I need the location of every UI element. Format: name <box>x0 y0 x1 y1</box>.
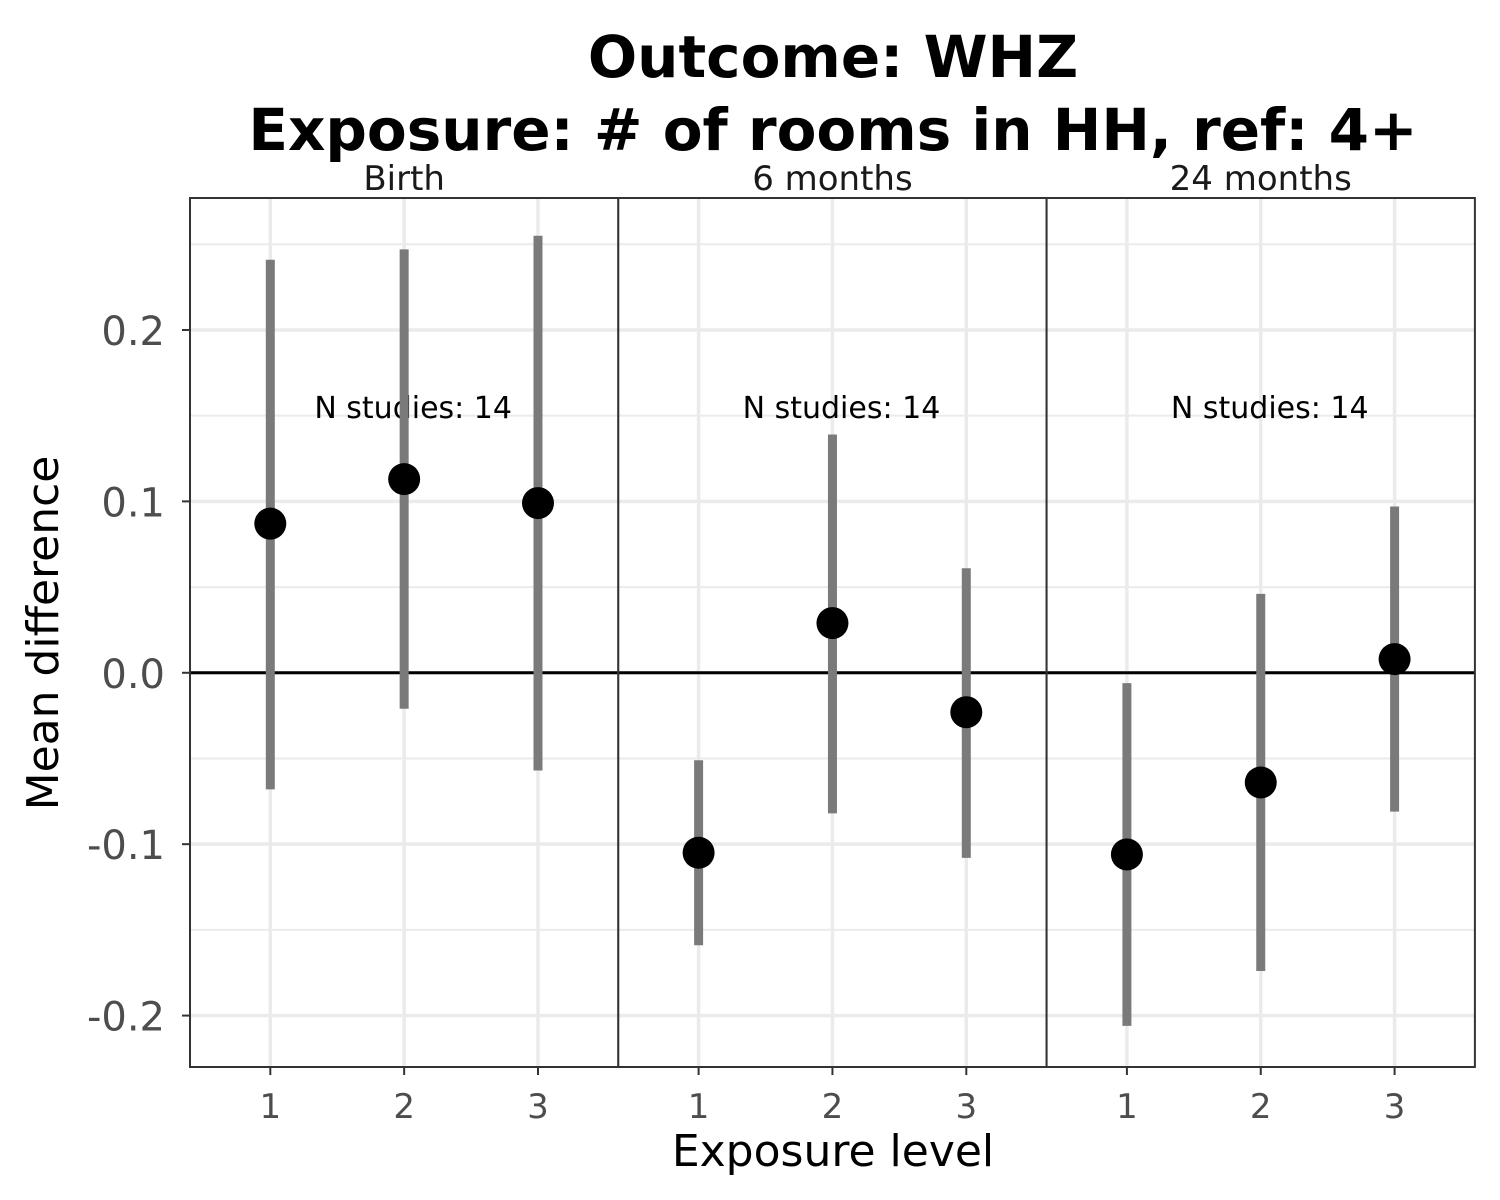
x-tick-label: 2 <box>1250 1087 1272 1127</box>
y-axis-title: Mean difference <box>18 456 69 811</box>
point-estimate-level-2 <box>816 607 849 640</box>
y-tick-label: -0.1 <box>87 823 165 869</box>
x-tick-label: 3 <box>527 1087 549 1127</box>
y-axis: -0.2 -0.1 0.0 0.1 0.2 <box>87 309 190 1041</box>
x-axis-title: Exposure level <box>672 1126 994 1177</box>
x-tick-label: 2 <box>822 1087 844 1127</box>
facet-panel-3: N studies: 14 24 months 1 2 3 <box>1045 159 1476 1127</box>
n-studies-annotation: N studies: 14 <box>743 391 941 426</box>
x-tick-label: 3 <box>1384 1087 1406 1127</box>
facet-strip-label: 24 months <box>1170 159 1352 199</box>
point-estimate-level-3 <box>1378 643 1411 676</box>
point-estimate-level-3 <box>950 696 983 729</box>
chart-title-line-2: Exposure: # of rooms in HH, ref: 4+ <box>248 96 1417 164</box>
y-tick-label: 0.2 <box>101 309 165 355</box>
n-studies-annotation: N studies: 14 <box>314 391 512 426</box>
point-estimate-level-3 <box>521 487 554 520</box>
x-tick-label: 1 <box>1116 1087 1138 1127</box>
facet-panel-2: N studies: 14 6 months 1 2 3 <box>617 159 1048 1127</box>
n-studies-annotation: N studies: 14 <box>1171 391 1369 426</box>
point-estimate-level-1 <box>254 507 287 540</box>
y-tick-label: 0.1 <box>101 480 165 526</box>
chart-title: Outcome: WHZ Exposure: # of rooms in HH,… <box>248 23 1417 164</box>
y-tick-label: -0.2 <box>87 995 165 1041</box>
facet-strip-label: Birth <box>363 159 445 199</box>
point-estimate-level-2 <box>1244 766 1277 799</box>
point-estimate-level-1 <box>682 836 715 869</box>
x-tick-label: 2 <box>393 1087 415 1127</box>
point-estimate-level-2 <box>388 463 421 496</box>
facet-strip-label: 6 months <box>752 159 913 199</box>
x-tick-label: 1 <box>688 1087 710 1127</box>
point-estimate-level-1 <box>1110 838 1143 871</box>
chart-title-line-1: Outcome: WHZ <box>588 23 1078 91</box>
y-tick-label: 0.0 <box>101 652 165 698</box>
facets: N studies: 14 Birth 1 2 3 N studies: 14 6 mont… <box>189 159 1476 1127</box>
x-tick-label: 3 <box>955 1087 977 1127</box>
facet-panel-1: N studies: 14 Birth 1 2 3 <box>189 159 620 1127</box>
x-tick-label: 1 <box>259 1087 281 1127</box>
